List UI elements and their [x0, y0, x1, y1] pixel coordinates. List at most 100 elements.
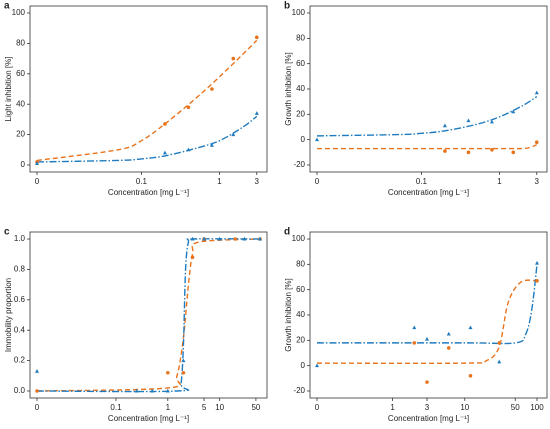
y-tick-label: 100: [292, 234, 306, 243]
x-tick-label: 5: [202, 403, 207, 412]
panel-label: d: [284, 227, 290, 238]
x-tick-label: 3: [535, 177, 540, 186]
data-point: [217, 236, 222, 241]
data-point: [446, 331, 451, 336]
y-tick-label: 20: [16, 130, 25, 139]
x-tick-label: 0: [35, 177, 40, 186]
data-point: [535, 260, 540, 265]
panel-label: c: [4, 227, 10, 238]
y-tick-label: 0: [301, 135, 306, 144]
data-point: [315, 363, 319, 368]
plot-frame: [309, 231, 548, 399]
y-tick-label: 60: [296, 285, 305, 294]
y-tick-label: 0.4: [14, 325, 26, 334]
data-point: [315, 137, 319, 142]
data-point: [535, 279, 539, 283]
panel-label: a: [4, 1, 10, 12]
data-point: [258, 236, 262, 241]
data-point: [254, 35, 259, 40]
x-axis-label: Concentration [mg L⁻¹]: [108, 414, 189, 423]
data-point: [186, 147, 191, 152]
data-point: [35, 389, 39, 393]
fit-curve: [36, 39, 258, 162]
x-tick-label: 0: [315, 403, 320, 412]
y-tick-label: 40: [16, 99, 25, 108]
y-tick-label: 60: [296, 59, 305, 68]
data-point: [497, 359, 502, 364]
data-point: [181, 358, 186, 363]
y-axis-label: Immobility proportion: [4, 278, 13, 352]
fit-curve: [316, 96, 538, 137]
data-point: [511, 150, 516, 155]
plot-frame: [29, 231, 268, 399]
data-point: [35, 161, 39, 165]
fit-curve: [317, 144, 538, 150]
data-point: [35, 369, 39, 373]
data-point: [442, 123, 447, 128]
x-axis-label: Concentration [mg L⁻¹]: [388, 414, 469, 423]
y-axis-label: Light inhibition [%]: [4, 57, 13, 122]
x-tick-label: 3: [255, 177, 260, 186]
data-point: [425, 336, 430, 341]
x-tick-label: 0: [35, 403, 40, 412]
x-tick-label: 50: [511, 403, 520, 412]
data-point: [233, 237, 238, 241]
x-tick-label: 1: [217, 177, 222, 186]
data-point: [166, 370, 170, 375]
data-point: [443, 149, 447, 153]
data-point: [190, 236, 195, 241]
y-tick-label: 0.6: [14, 295, 26, 304]
y-tick-label: -20: [293, 386, 305, 395]
data-point: [163, 122, 167, 126]
x-tick-label: 1: [166, 403, 171, 412]
y-tick-label: -20: [293, 160, 305, 169]
data-point: [412, 325, 417, 330]
y-tick-label: 0.0: [14, 386, 26, 395]
x-tick-label: 0.1: [416, 177, 428, 186]
data-point: [150, 388, 155, 393]
x-tick-label: 10: [460, 403, 469, 412]
data-point: [466, 118, 471, 123]
data-point: [162, 150, 167, 155]
data-point: [534, 90, 539, 95]
data-point: [254, 111, 259, 115]
y-tick-label: 0: [301, 361, 306, 370]
fit-curve: [36, 238, 261, 392]
y-tick-label: 40: [296, 310, 305, 319]
x-tick-label: 1: [390, 403, 395, 412]
x-tick-label: 50: [251, 403, 260, 412]
data-point: [165, 388, 170, 393]
x-tick-label: 100: [530, 403, 544, 412]
y-tick-label: 0.2: [14, 356, 26, 365]
fit-curve: [36, 238, 261, 393]
y-tick-label: 0.8: [14, 265, 26, 274]
x-tick-label: 10: [215, 403, 224, 412]
data-point: [425, 380, 429, 384]
x-tick-label: 0.1: [110, 403, 122, 412]
data-point: [468, 374, 473, 378]
data-point: [181, 370, 186, 375]
y-tick-label: 0: [21, 160, 26, 169]
y-tick-label: 20: [296, 335, 305, 344]
x-tick-label: 1: [497, 177, 502, 186]
y-axis-label: Growth inhibition [%]: [284, 278, 293, 351]
data-point: [490, 148, 494, 152]
data-point: [210, 87, 214, 91]
data-point: [209, 143, 214, 147]
data-point: [468, 325, 473, 330]
data-point: [534, 140, 539, 144]
x-tick-label: 0.1: [136, 177, 148, 186]
data-point: [202, 236, 207, 241]
data-point: [231, 132, 236, 137]
x-tick-label: 3: [425, 403, 430, 412]
data-point: [231, 56, 236, 61]
plot-frame: [309, 5, 548, 173]
y-tick-label: 60: [16, 69, 25, 78]
y-tick-label: 40: [296, 84, 305, 93]
y-tick-label: 100: [12, 8, 26, 17]
y-axis-label: Growth inhibition [%]: [284, 52, 293, 125]
data-point: [242, 236, 247, 241]
x-tick-label: 0: [315, 177, 320, 186]
data-point: [446, 346, 451, 350]
